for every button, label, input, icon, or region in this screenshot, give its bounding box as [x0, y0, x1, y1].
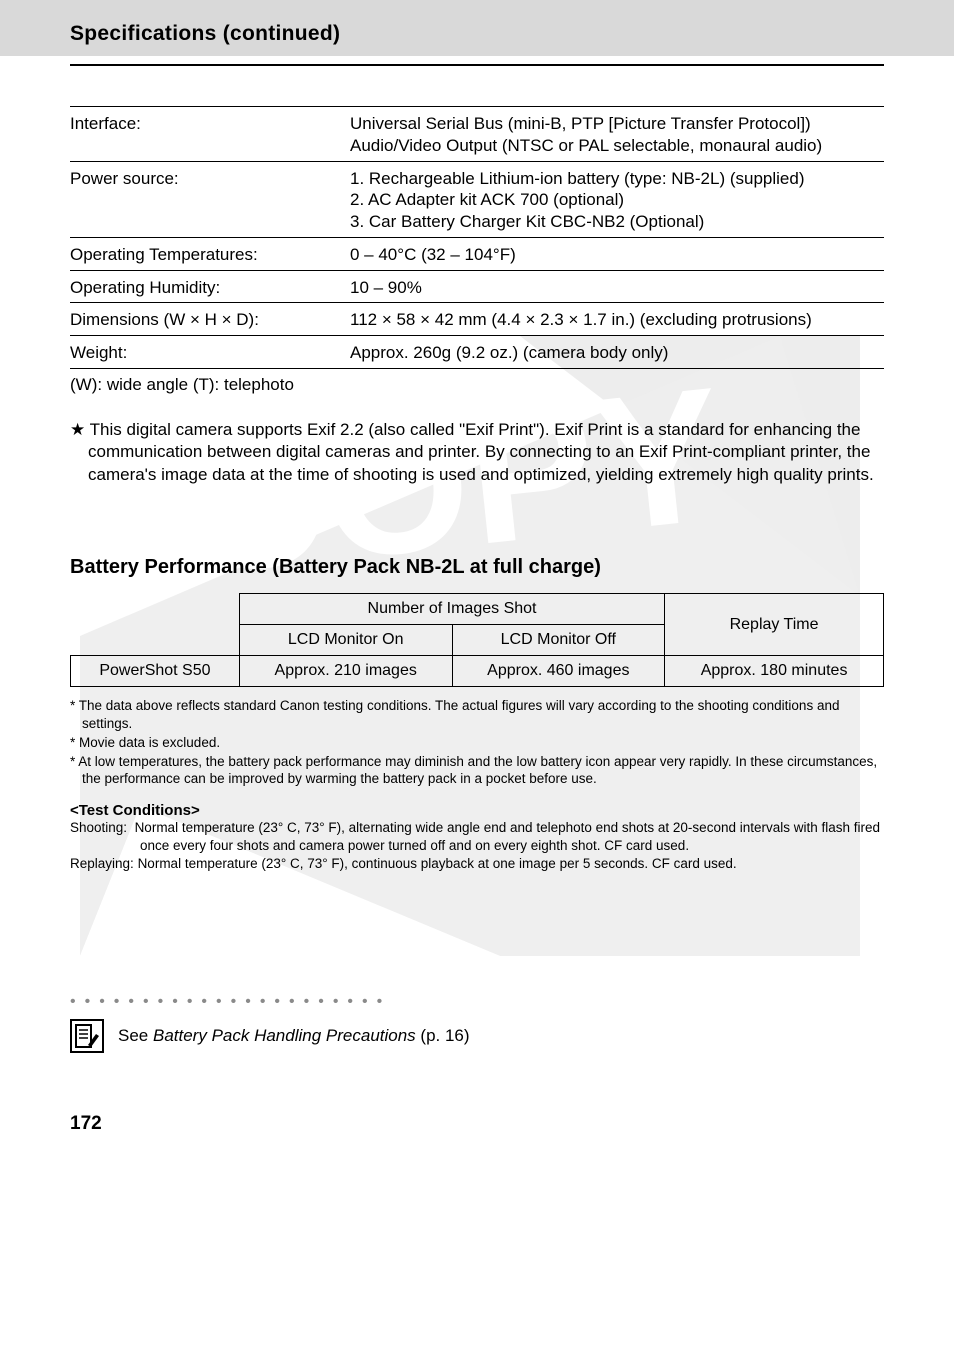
header-band: Specifications (continued) — [0, 0, 954, 56]
reference-row: See Battery Pack Handling Precautions (p… — [70, 1019, 884, 1053]
lcd-off-cell: Approx. 460 images — [452, 656, 665, 687]
test-conditions: Shooting: Normal temperature (23° C, 73°… — [70, 819, 884, 872]
lcd-on-header: LCD Monitor On — [239, 625, 452, 656]
shot-header: Number of Images Shot — [239, 594, 664, 625]
replaying-text: Normal temperature (23° C, 73° F), conti… — [138, 856, 737, 871]
lcd-off-header: LCD Monitor Off — [452, 625, 665, 656]
spec-label: Operating Humidity: — [70, 270, 350, 303]
test-conditions-heading: <Test Conditions> — [70, 802, 884, 819]
shooting-label: Shooting: — [70, 820, 127, 835]
reference-text: See Battery Pack Handling Precautions (p… — [118, 1026, 470, 1046]
note-icon — [70, 1019, 104, 1053]
replaying-label: Replaying: — [70, 856, 134, 871]
page-title: Specifications (continued) — [70, 22, 954, 46]
dot-leader: •••••••••••••••••••••• — [70, 993, 884, 1011]
content-area: COPY Interface: Universal Serial Bus (mi… — [0, 66, 954, 1053]
spec-label: Interface: — [70, 107, 350, 162]
spec-value: 0 – 40°C (32 – 104°F) — [350, 237, 884, 270]
spec-label: Weight: — [70, 336, 350, 369]
shooting-text: Normal temperature (23° C, 73° F), alter… — [135, 820, 880, 853]
table-row: Interface: Universal Serial Bus (mini-B,… — [70, 107, 884, 162]
spec-label: Dimensions (W × H × D): — [70, 303, 350, 336]
spec-label: Operating Temperatures: — [70, 237, 350, 270]
replay-header: Replay Time — [665, 594, 884, 656]
replaying-condition: Replaying: Normal temperature (23° C, 73… — [70, 855, 884, 873]
spec-label: Power source: — [70, 161, 350, 237]
spec-value: 1. Rechargeable Lithium-ion battery (typ… — [350, 161, 884, 237]
footnote: * The data above reflects standard Canon… — [70, 697, 884, 733]
ref-italic: Battery Pack Handling Precautions — [153, 1026, 416, 1045]
table-row: Power source: 1. Rechargeable Lithium-io… — [70, 161, 884, 237]
battery-footnotes: * The data above reflects standard Canon… — [70, 697, 884, 788]
ref-suffix: (p. 16) — [416, 1026, 470, 1045]
spec-value: 10 – 90% — [350, 270, 884, 303]
empty-header — [71, 594, 240, 656]
table-row: PowerShot S50 Approx. 210 images Approx.… — [71, 656, 884, 687]
spec-table: Interface: Universal Serial Bus (mini-B,… — [70, 106, 884, 369]
exif-note: ★ This digital camera supports Exif 2.2 … — [70, 419, 884, 486]
table-row: Operating Temperatures: 0 – 40°C (32 – 1… — [70, 237, 884, 270]
table-row: Dimensions (W × H × D): 112 × 58 × 42 mm… — [70, 303, 884, 336]
battery-section-title: Battery Performance (Battery Pack NB-2L … — [70, 556, 884, 579]
spec-value: Approx. 260g (9.2 oz.) (camera body only… — [350, 336, 884, 369]
table-row: Operating Humidity: 10 – 90% — [70, 270, 884, 303]
wide-tele-note: (W): wide angle (T): telephoto — [70, 375, 884, 395]
model-cell: PowerShot S50 — [71, 656, 240, 687]
ref-prefix: See — [118, 1026, 153, 1045]
footnote: * Movie data is excluded. — [70, 734, 884, 752]
replay-cell: Approx. 180 minutes — [665, 656, 884, 687]
spec-value: Universal Serial Bus (mini-B, PTP [Pictu… — [350, 107, 884, 162]
table-row: Weight: Approx. 260g (9.2 oz.) (camera b… — [70, 336, 884, 369]
battery-table: Number of Images Shot Replay Time LCD Mo… — [70, 593, 884, 687]
spec-value: 112 × 58 × 42 mm (4.4 × 2.3 × 1.7 in.) (… — [350, 303, 884, 336]
shooting-condition: Shooting: Normal temperature (23° C, 73°… — [70, 819, 884, 855]
table-row: Number of Images Shot Replay Time — [71, 594, 884, 625]
footnote: * At low temperatures, the battery pack … — [70, 753, 884, 789]
lcd-on-cell: Approx. 210 images — [239, 656, 452, 687]
page-number: 172 — [70, 1113, 954, 1165]
